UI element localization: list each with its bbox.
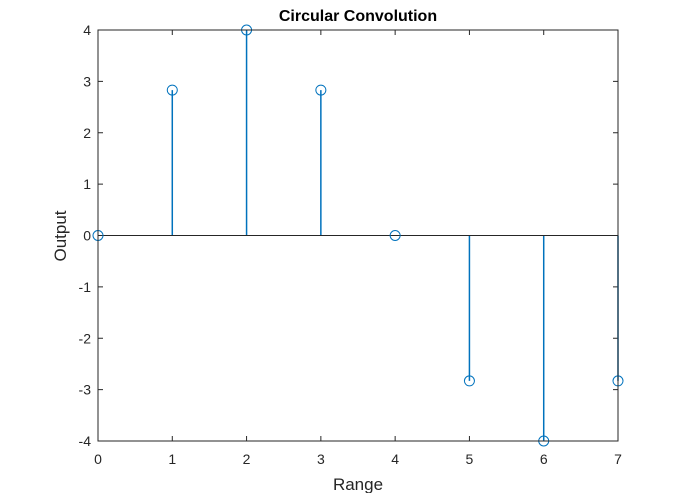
x-tick-label: 7	[614, 451, 622, 467]
stem-marker	[315, 84, 327, 96]
stem-marker	[166, 84, 178, 96]
x-tick-label: 1	[168, 451, 176, 467]
y-tick-label: 0	[83, 228, 91, 244]
plot-frame	[97, 29, 619, 442]
stem-marker	[463, 375, 475, 387]
tick-labels-layer: 0 1 2 3 4 5 6 7 -4 -3 -2 -1 0 1 2 3 4	[79, 22, 623, 467]
x-axis-label: Range	[333, 475, 383, 493]
x-tick-label: 6	[540, 451, 548, 467]
y-tick-label: -3	[79, 382, 92, 398]
chart-title: Circular Convolution	[279, 8, 437, 25]
stem-marker	[389, 230, 401, 241]
x-tick-label: 2	[243, 451, 251, 467]
y-tick-label: 2	[83, 125, 91, 141]
y-tick-label: 4	[83, 22, 91, 38]
x-tick-label: 3	[317, 451, 325, 467]
x-tick-label: 5	[466, 451, 474, 467]
y-tick-label: 1	[83, 176, 91, 192]
y-tick-label: -2	[79, 330, 92, 346]
x-tick-label: 0	[94, 451, 102, 467]
x-tick-label: 4	[391, 451, 399, 467]
y-tick-label: -4	[79, 433, 92, 449]
y-axis-label: Output	[51, 210, 70, 261]
y-tick-label: -1	[79, 279, 92, 295]
y-tick-label: 3	[83, 73, 91, 89]
